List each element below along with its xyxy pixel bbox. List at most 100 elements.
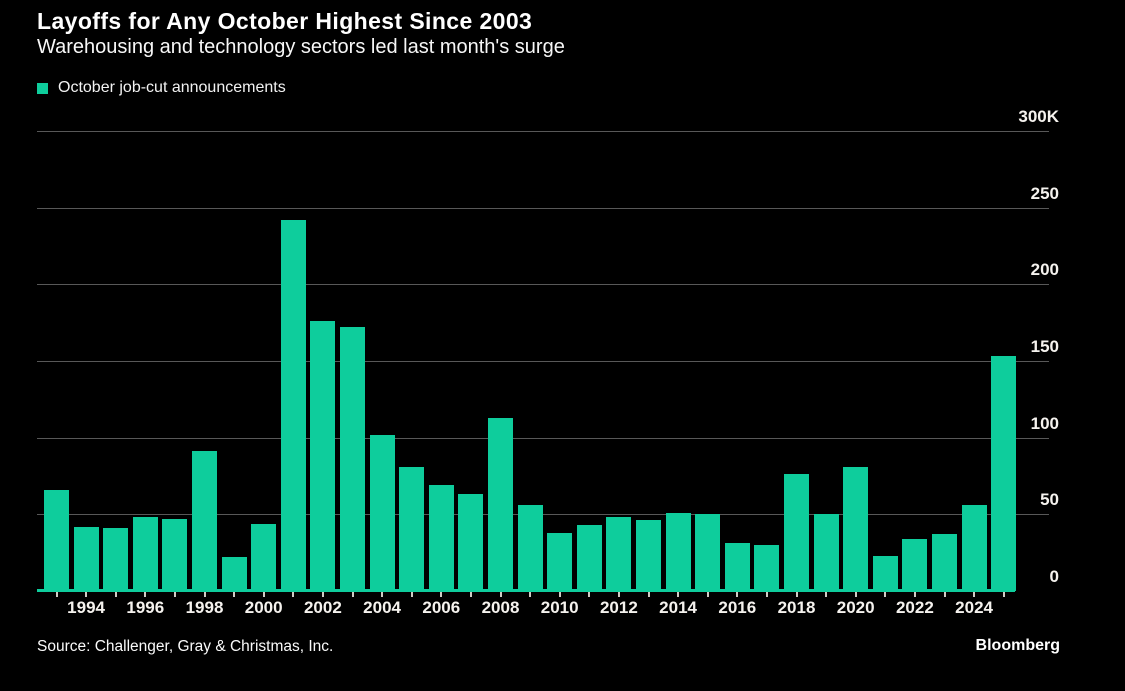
x-tick-2023 — [943, 592, 946, 597]
bar-2022 — [902, 538, 928, 591]
x-axis-label-2010: 2010 — [540, 598, 579, 617]
x-axis-label-1994: 1994 — [67, 598, 106, 617]
x-axis-label-2024: 2024 — [955, 598, 994, 617]
y-axis-label-300K: 300K — [1018, 107, 1059, 126]
x-tick-2013 — [647, 592, 650, 597]
x-axis-label-2018: 2018 — [777, 598, 816, 617]
x-tick-2009 — [529, 592, 532, 597]
bar-2017 — [754, 545, 780, 591]
bar-2023 — [932, 534, 957, 591]
plot-area: 0 50 100 150 200 250 300K 1994 1996 1998 2000 2002 2… — [37, 107, 1059, 617]
bar-2020 — [843, 466, 869, 591]
bar-1997 — [162, 518, 188, 591]
bar-2013 — [636, 520, 661, 591]
gridline-200 — [37, 284, 1049, 286]
x-axis-label-2020: 2020 — [836, 598, 875, 617]
bar-2018 — [784, 474, 809, 591]
chart-title: Layoffs for Any October Highest Since 20… — [37, 8, 533, 34]
bar-1996 — [132, 517, 158, 591]
bloomberg-logo: Bloomberg — [975, 637, 1060, 654]
x-tick-2004 — [381, 592, 384, 597]
x-axis-label-2008: 2008 — [481, 598, 520, 617]
x-tick-1994 — [85, 592, 88, 597]
bar-2001 — [280, 219, 306, 591]
x-axis-label-1996: 1996 — [126, 598, 165, 617]
x-tick-2000 — [262, 592, 265, 597]
x-tick-2011 — [588, 592, 591, 597]
x-tick-2016 — [736, 592, 739, 597]
x-tick-2014 — [677, 592, 680, 597]
x-tick-2006 — [440, 592, 443, 597]
gridline-100 — [37, 437, 1049, 439]
x-axis-label-2002: 2002 — [303, 598, 342, 617]
bar-2015 — [695, 514, 721, 591]
bar-2002 — [310, 321, 336, 591]
bar-2009 — [517, 505, 543, 591]
x-tick-2020 — [854, 592, 857, 597]
y-axis-label-250: 250 — [1030, 183, 1059, 203]
bar-2012 — [606, 517, 632, 591]
y-axis-label-0: 0 — [1049, 567, 1059, 586]
x-tick-1999 — [233, 592, 236, 597]
chart-subtitle: Warehousing and technology sectors led l… — [37, 36, 565, 58]
x-tick-2005 — [410, 592, 413, 597]
x-axis-label-2006: 2006 — [422, 598, 461, 617]
bar-1998 — [192, 451, 217, 591]
x-axis-label-2012: 2012 — [599, 598, 638, 617]
bar-2007 — [458, 494, 484, 591]
x-tick-2007 — [469, 592, 472, 597]
x-axis-baseline — [37, 589, 1015, 592]
bar-2010 — [547, 532, 573, 591]
source-text: Source: Challenger, Gray & Christmas, In… — [37, 638, 334, 655]
gridline-250 — [37, 207, 1049, 209]
bar-2021 — [872, 555, 898, 591]
x-tick-1996 — [144, 592, 147, 597]
bar-1999 — [221, 557, 247, 591]
x-axis-label-2016: 2016 — [718, 598, 757, 617]
bar-2014 — [665, 512, 691, 591]
bar-2006 — [428, 485, 454, 591]
legend-label: October job-cut announcements — [58, 79, 286, 96]
x-tick-2024 — [973, 592, 976, 597]
x-tick-2018 — [795, 592, 798, 597]
x-tick-2017 — [765, 592, 768, 597]
x-tick-2022 — [913, 592, 916, 597]
bar-1995 — [103, 528, 129, 591]
x-axis-label-1998: 1998 — [185, 598, 224, 617]
bar-2011 — [576, 525, 602, 591]
x-axis-label-2000: 2000 — [244, 598, 283, 617]
x-tick-2012 — [617, 592, 620, 597]
y-axis-label-100: 100 — [1030, 413, 1059, 433]
bar-2025 — [991, 356, 1017, 591]
legend-swatch-icon — [37, 82, 48, 94]
legend: October job-cut announcements — [37, 79, 286, 97]
bar-2005 — [399, 466, 425, 591]
x-tick-2021 — [884, 592, 887, 597]
x-axis-label-2014: 2014 — [659, 598, 698, 617]
y-axis-label-50: 50 — [1040, 490, 1059, 510]
x-axis-label-2022: 2022 — [895, 598, 934, 617]
x-tick-2002 — [321, 592, 324, 597]
x-tick-2003 — [351, 592, 354, 597]
bar-2019 — [813, 514, 839, 591]
gridline-50 — [37, 514, 1049, 516]
x-tick-2015 — [706, 592, 709, 597]
x-tick-1995 — [114, 592, 117, 597]
y-axis-label-200: 200 — [1030, 260, 1059, 280]
x-tick-2010 — [558, 592, 561, 597]
x-tick-1998 — [203, 592, 206, 597]
bar-2024 — [961, 505, 987, 591]
bar-1993 — [44, 489, 69, 591]
x-axis-label-2004: 2004 — [363, 598, 402, 617]
x-tick-2019 — [825, 592, 828, 597]
x-tick-1993 — [55, 592, 58, 597]
bar-2003 — [340, 327, 365, 591]
x-tick-1997 — [173, 592, 176, 597]
x-tick-2001 — [292, 592, 295, 597]
gridline-150 — [37, 361, 1049, 362]
bar-1994 — [73, 526, 99, 591]
x-tick-2008 — [499, 592, 502, 597]
y-axis-label-150: 150 — [1030, 337, 1059, 356]
bar-2008 — [488, 417, 513, 591]
bar-2000 — [251, 523, 277, 591]
